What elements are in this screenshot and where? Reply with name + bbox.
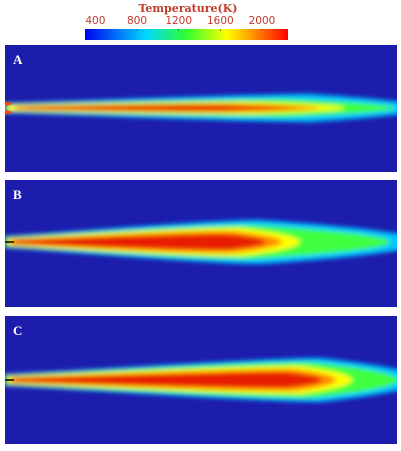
flame-layer [15,234,266,250]
flame [5,358,397,402]
colorbar [85,29,288,40]
panel-label: C [13,323,22,338]
inlet [5,101,13,115]
flame-body [5,94,397,122]
flame [5,220,397,264]
flame-layer [15,372,322,388]
flame-body [5,358,397,402]
colorbar-tick-label: 400 [85,15,105,27]
flame [5,94,397,122]
panel-label: B [13,187,22,202]
colorbar-title: Temperature(K) [138,2,237,15]
flame-layer [25,105,300,111]
panel-label: A [13,52,23,67]
flame-body [5,220,397,264]
colorbar-tick-label: 1600 [207,15,234,27]
colorbar-tick-label: 800 [127,15,147,27]
colorbar-tick-label: 1200 [165,15,192,27]
colorbar-tick-label: 2000 [249,15,276,27]
